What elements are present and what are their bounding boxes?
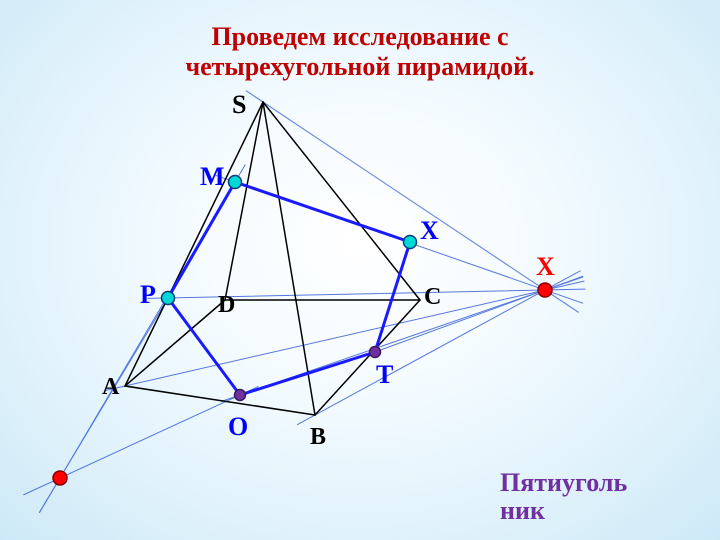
label-O: O — [228, 412, 248, 442]
label-A: A — [102, 374, 119, 401]
label-D: D — [218, 292, 235, 319]
label-Xr: X — [536, 252, 555, 282]
label-P: P — [140, 280, 156, 310]
label-M: M — [200, 162, 225, 192]
caption-line-1: Пятиуголь — [500, 468, 627, 498]
label-B: B — [310, 424, 326, 451]
geometry-diagram — [0, 0, 720, 540]
label-T: T — [376, 360, 393, 390]
caption-line-2: ник — [500, 496, 545, 526]
label-C: C — [424, 284, 441, 311]
label-S: S — [232, 90, 246, 120]
label-Xb: X — [420, 216, 439, 246]
